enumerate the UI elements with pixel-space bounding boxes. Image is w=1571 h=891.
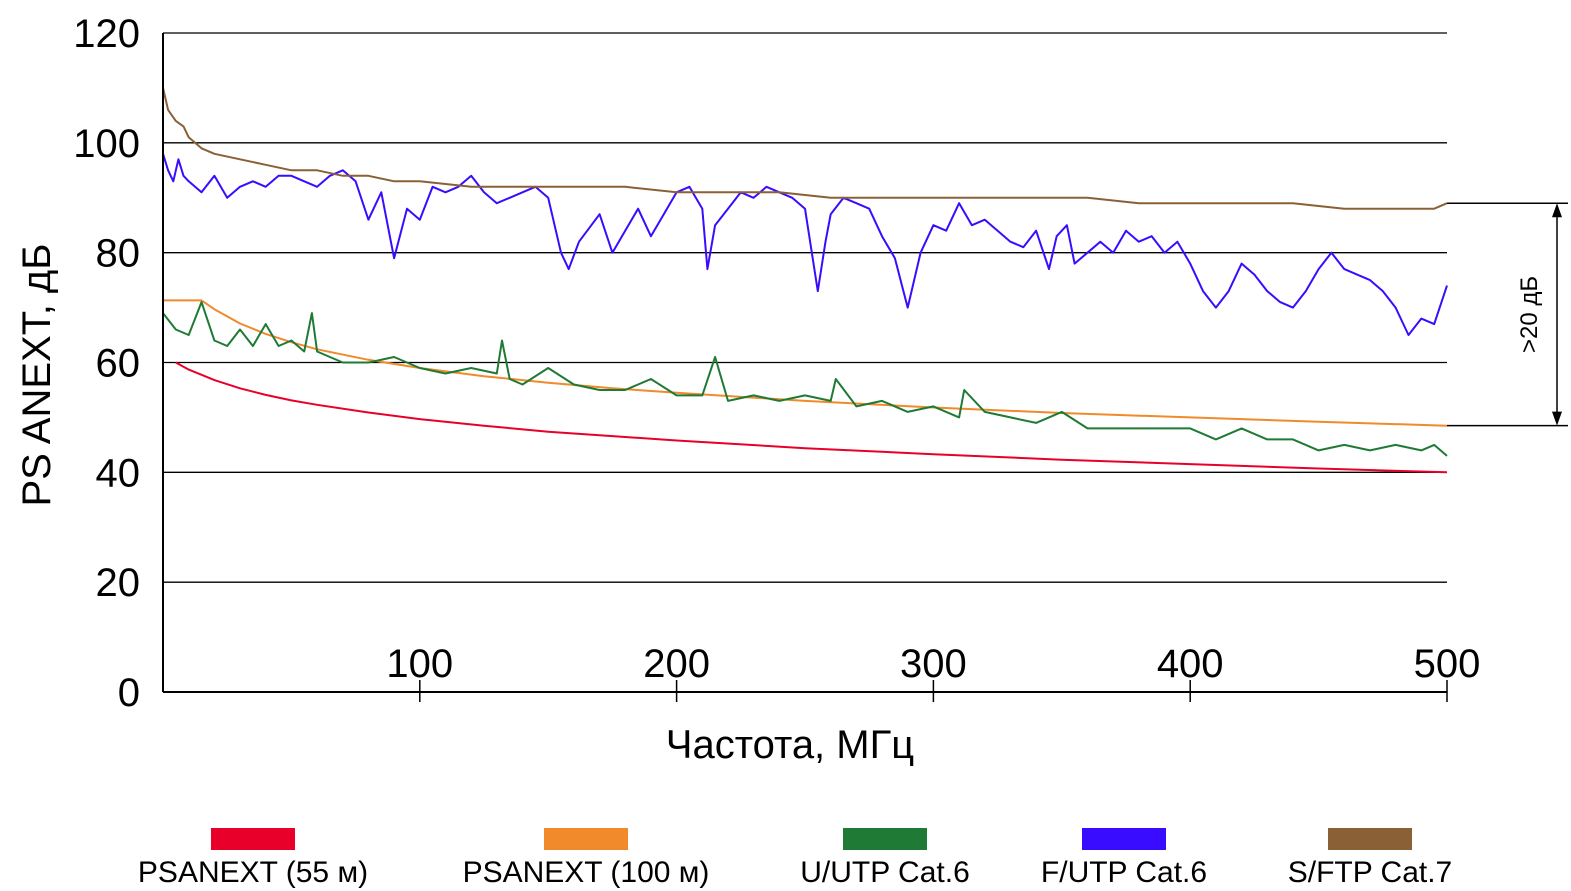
y-tick-label-0: 0 — [118, 671, 140, 715]
series-line-4 — [162, 153, 1448, 336]
legend-label-1: PSANEXT (55 м) — [138, 856, 368, 889]
axes — [162, 33, 1447, 693]
annotation-label: >20 дБ — [1516, 276, 1543, 353]
y-tick-label-2: 40 — [96, 451, 141, 495]
annotation-arrow-down-head — [1552, 411, 1562, 426]
x-tick-labels: 100 200 300 400 500 — [386, 642, 1480, 702]
series-line-3 — [162, 301, 1448, 457]
series-line-1 — [175, 361, 1448, 474]
difference-annotation: >20 дБ — [1447, 202, 1568, 427]
y-tick-label-3: 60 — [96, 342, 141, 386]
x-tick-label-3: 400 — [1157, 642, 1224, 686]
legend-label-4: F/UTP Cat.6 — [1041, 856, 1207, 889]
legend-swatch-4 — [1082, 828, 1166, 850]
legend-label-3: U/UTP Cat.6 — [800, 856, 970, 889]
legend-swatch-1 — [211, 828, 295, 850]
x-tick-label-4: 500 — [1414, 642, 1481, 686]
grid-lines — [163, 32, 1447, 583]
y-tick-label-1: 20 — [96, 561, 141, 605]
legend-label-2: PSANEXT (100 м) — [463, 856, 710, 889]
x-axis-title: Частота, МГц — [666, 723, 914, 767]
x-tick-label-1: 200 — [643, 642, 710, 686]
y-tick-labels: 0 20 40 60 80 100 120 — [73, 12, 140, 715]
legend-swatch-3 — [843, 828, 927, 850]
y-tick-label-4: 80 — [96, 232, 141, 276]
legend-swatch-2 — [544, 828, 628, 850]
legend-label-5: S/FTP Cat.7 — [1288, 856, 1453, 889]
annotation-arrow-up-head — [1552, 203, 1562, 218]
series-line-5 — [162, 87, 1448, 210]
y-tick-label-5: 100 — [73, 122, 140, 166]
x-tick-label-2: 300 — [900, 642, 967, 686]
series-layer — [162, 87, 1448, 474]
y-axis-title: PS ANEXT, дБ — [15, 243, 59, 506]
legend-swatch-5 — [1328, 828, 1412, 850]
x-tick-label-0: 100 — [386, 642, 453, 686]
legend: PSANEXT (55 м) PSANEXT (100 м) U/UTP Cat.6… — [138, 828, 1452, 889]
y-tick-label-6: 120 — [73, 12, 140, 56]
